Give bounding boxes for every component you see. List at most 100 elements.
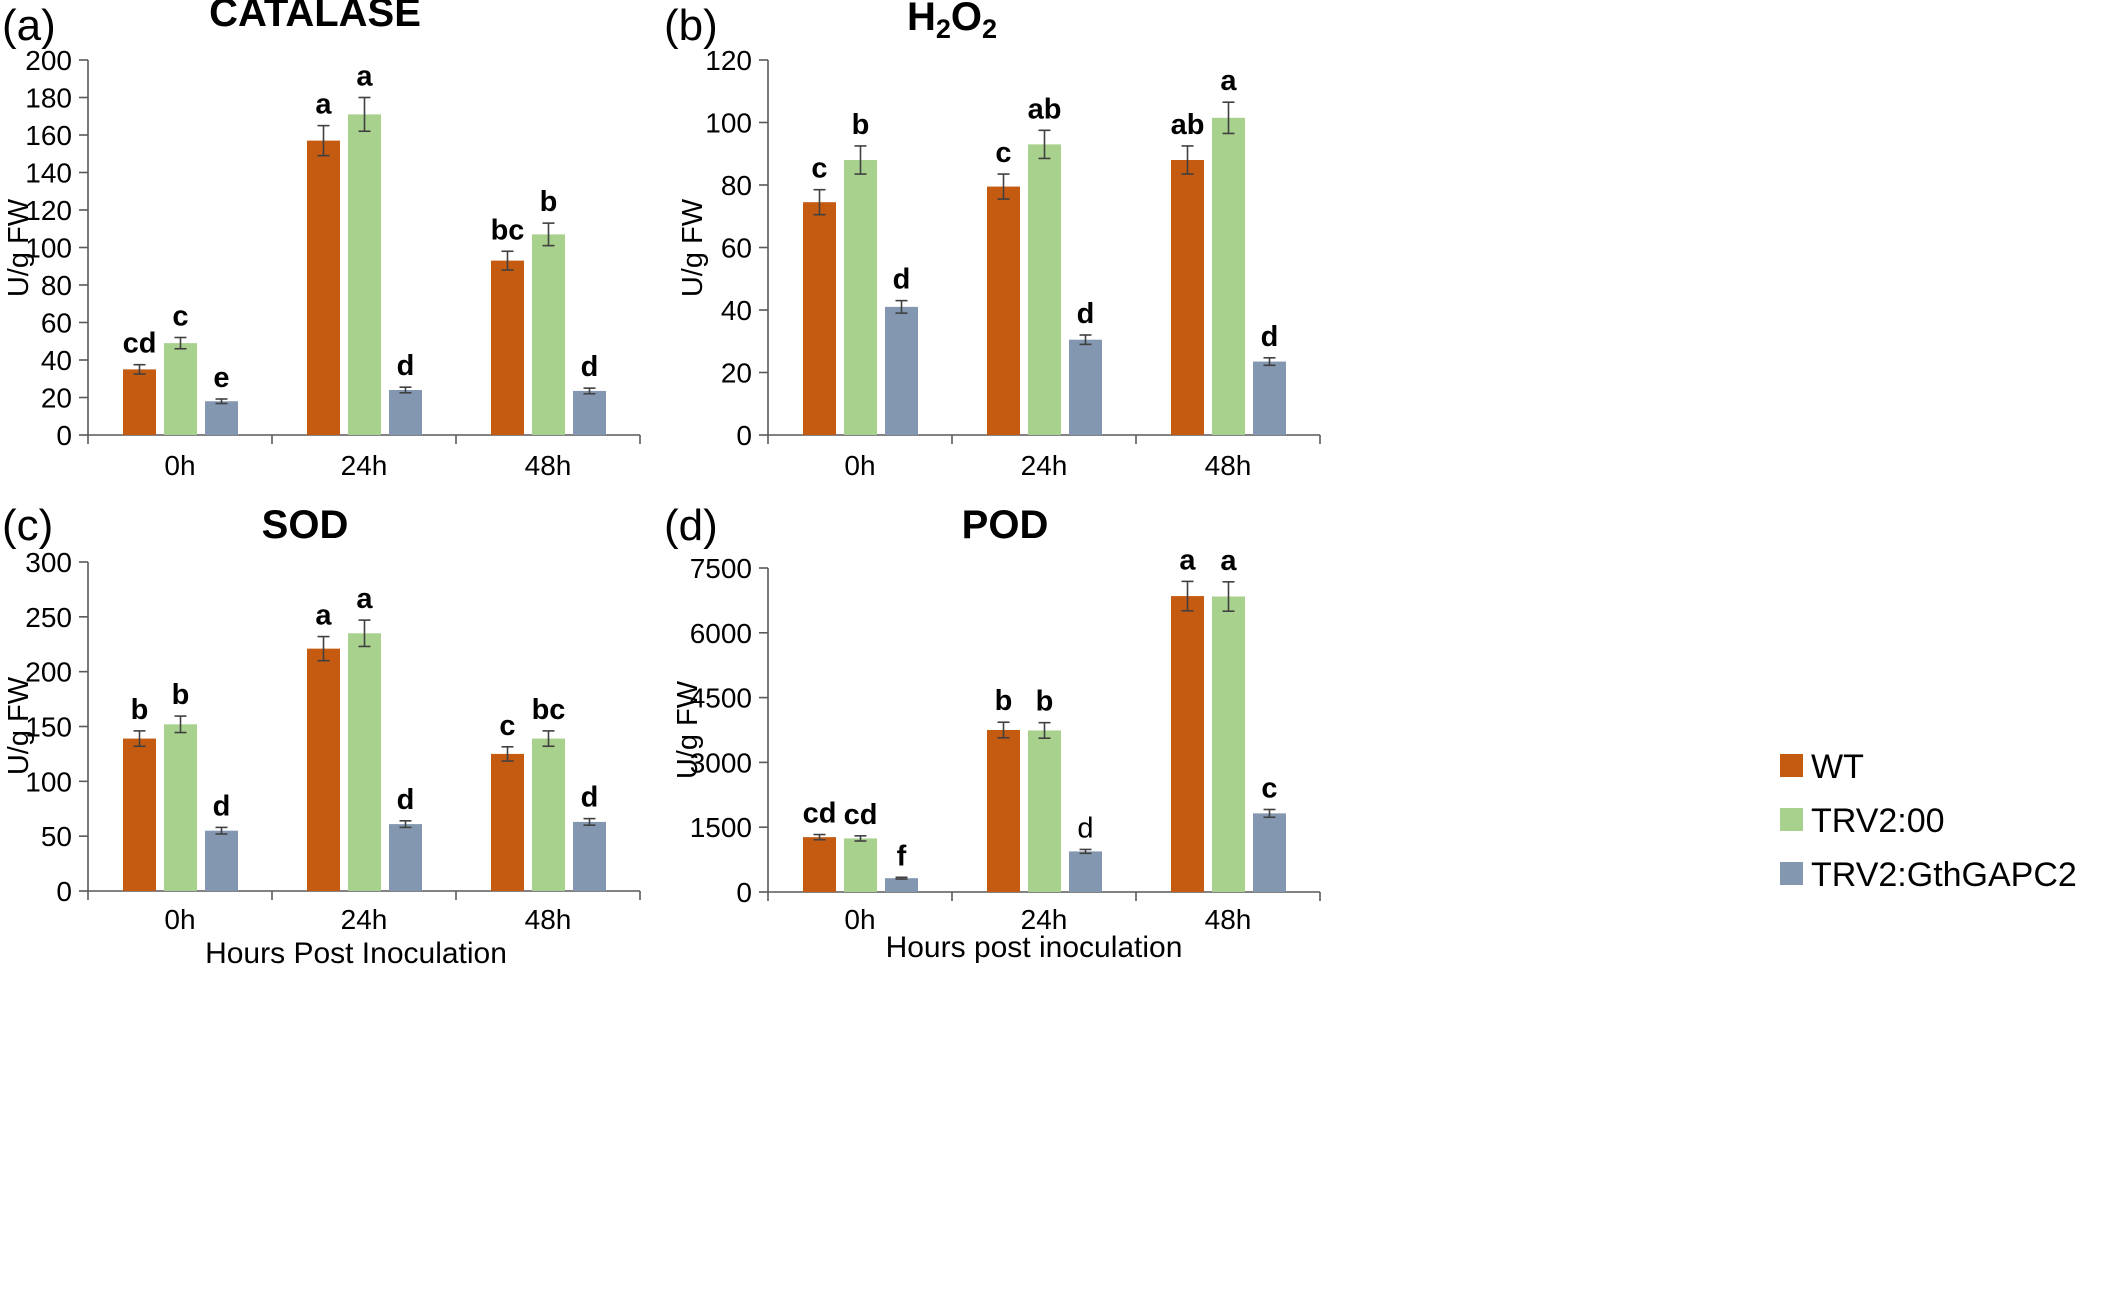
legend-swatch-wt (1780, 754, 1803, 777)
bar-trv2-gthgapc2 (885, 306, 918, 435)
bar-wt (987, 730, 1020, 892)
significance-letter: cd (123, 328, 157, 360)
x-tick-label: 24h (1021, 450, 1068, 481)
x-tick-label: 0h (844, 904, 875, 935)
significance-letter: b (1036, 686, 1054, 718)
panel-title: H2O2 (907, 0, 997, 44)
bar-trv2-00 (348, 633, 381, 891)
legend-label-trv2-gthgapc2: TRV2:GthGAPC2 (1811, 856, 2077, 894)
bar-wt (803, 202, 836, 435)
x-tick-label: 0h (164, 904, 195, 935)
bar-trv2-gthgapc2 (205, 830, 238, 891)
significance-letter: b (131, 694, 149, 726)
x-axis-label: Hours post inoculation (886, 931, 1183, 964)
y-axis-label: U/g FW (3, 198, 35, 297)
y-tick-label: 6000 (690, 618, 752, 649)
significance-letter: a (315, 89, 332, 121)
y-tick-label: 40 (721, 295, 752, 326)
x-axis-label: Hours Post Inoculation (205, 937, 507, 970)
y-tick-label: 3000 (690, 747, 752, 778)
bar-trv2-00 (532, 738, 565, 891)
bar-trv2-00 (348, 114, 381, 435)
y-tick-label: 1500 (690, 812, 752, 843)
significance-letter: d (397, 350, 415, 382)
significance-letter: bc (491, 214, 525, 246)
y-tick-label: 4500 (690, 683, 752, 714)
y-tick-label: 100 (25, 233, 72, 264)
significance-letter: d (893, 264, 911, 296)
bar-trv2-00 (532, 234, 565, 435)
significance-letter: a (315, 600, 332, 632)
significance-letter: a (1179, 544, 1196, 576)
x-tick-label: 48h (525, 450, 572, 481)
y-axis-label: U/g FW (672, 680, 704, 779)
x-tick-label: 24h (1021, 904, 1068, 935)
bar-trv2-00 (1028, 730, 1061, 892)
legend-label-trv2-00: TRV2:00 (1811, 802, 1945, 840)
y-tick-label: 100 (705, 108, 752, 139)
x-tick-label: 48h (1205, 450, 1252, 481)
y-tick-label: 7500 (690, 553, 752, 584)
significance-letter: b (995, 685, 1013, 717)
significance-letter: c (172, 301, 188, 333)
significance-letter: bc (532, 694, 566, 726)
significance-letter: a (356, 583, 373, 615)
y-tick-label: 200 (25, 45, 72, 76)
significance-letter: f (897, 840, 907, 872)
significance-letter: d (213, 790, 231, 822)
y-tick-label: 200 (25, 657, 72, 688)
bar-trv2-gthgapc2 (205, 401, 238, 435)
bar-trv2-gthgapc2 (389, 390, 422, 435)
significance-letter: c (1261, 772, 1277, 804)
y-tick-label: 80 (41, 270, 72, 301)
y-tick-label: 150 (25, 712, 72, 743)
panel-letter: (d) (664, 501, 718, 550)
bar-wt (1171, 596, 1204, 892)
title-part: H (907, 0, 936, 39)
legend-swatch-trv2-gthgapc2 (1780, 862, 1803, 885)
bar-trv2-00 (1212, 596, 1245, 892)
bar-wt (307, 140, 340, 435)
y-tick-label: 0 (56, 420, 72, 451)
significance-letter: ab (1171, 109, 1205, 141)
bar-trv2-00 (844, 838, 877, 892)
panel-title: POD (962, 503, 1049, 547)
x-tick-label: 0h (844, 450, 875, 481)
significance-letter: b (852, 109, 870, 141)
significance-letter: d (1077, 812, 1093, 844)
y-tick-label: 40 (41, 345, 72, 376)
bar-trv2-00 (164, 724, 197, 891)
y-tick-label: 180 (25, 83, 72, 114)
y-axis-label: U/g FW (3, 676, 35, 775)
y-tick-label: 120 (705, 45, 752, 76)
y-tick-label: 60 (41, 308, 72, 339)
y-tick-label: 60 (721, 233, 752, 264)
panel-title: CATALASE (209, 0, 421, 35)
significance-letter: cd (803, 798, 837, 830)
bar-trv2-gthgapc2 (885, 878, 918, 892)
bar-trv2-00 (164, 343, 197, 435)
panel-letter: (c) (2, 501, 53, 550)
significance-letter: a (356, 61, 373, 93)
y-tick-label: 0 (736, 420, 752, 451)
bar-wt (307, 648, 340, 891)
bar-trv2-00 (1212, 117, 1245, 435)
x-tick-label: 0h (164, 450, 195, 481)
y-tick-label: 300 (25, 547, 72, 578)
title-part: 2 (982, 14, 997, 44)
significance-letter: c (811, 153, 827, 185)
y-tick-label: 100 (25, 766, 72, 797)
y-tick-label: 20 (721, 358, 752, 389)
bar-trv2-gthgapc2 (573, 821, 606, 891)
x-tick-label: 48h (1205, 904, 1252, 935)
significance-letter: cd (844, 799, 878, 831)
significance-letter: c (499, 710, 515, 742)
bar-wt (123, 738, 156, 891)
y-tick-label: 140 (25, 158, 72, 189)
bar-trv2-gthgapc2 (1253, 361, 1286, 435)
catalase-chart: (a) CATALASE U/g FW 0 20 40 60 80 100 120 140 160 18… (2, 0, 641, 481)
significance-letter: a (1220, 545, 1237, 577)
